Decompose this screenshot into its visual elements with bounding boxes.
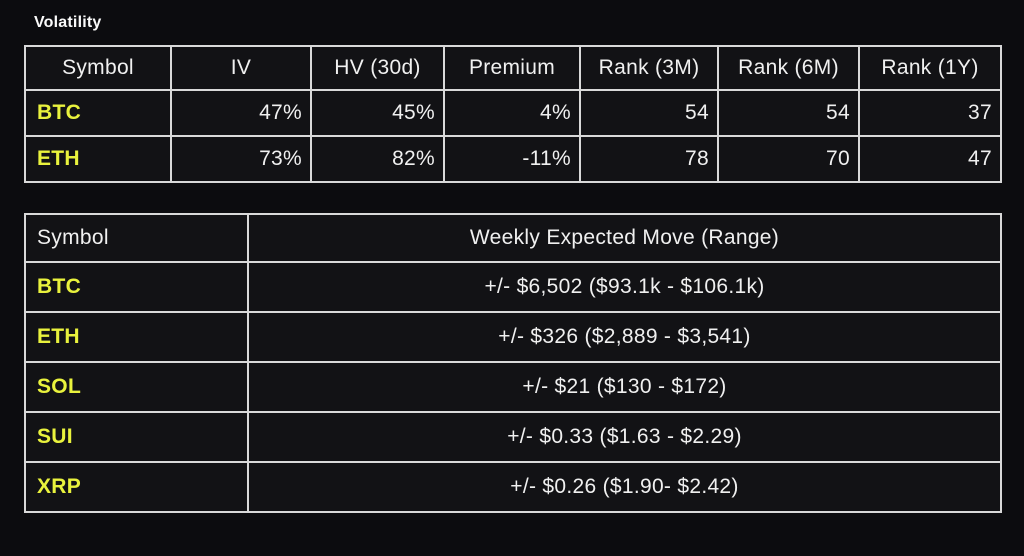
move-cell-btc: +/- $6,502 ($93.1k - $106.1k)	[247, 261, 1002, 313]
hv-cell-btc: 45%	[310, 89, 445, 137]
premium-cell-eth: -11%	[443, 135, 581, 183]
col-header-premium: Premium	[443, 45, 581, 91]
col-header-rank-6m: Rank (6M)	[717, 45, 860, 91]
table-row-sui-move: SUI +/- $0.33 ($1.63 - $2.29)	[24, 411, 1002, 463]
table-row-btc-move: BTC +/- $6,502 ($93.1k - $106.1k)	[24, 261, 1002, 313]
hv-cell-eth: 82%	[310, 135, 445, 183]
panel-title: Volatility	[34, 14, 102, 31]
symbol-cell-eth: ETH	[24, 311, 249, 363]
move-cell-sui: +/- $0.33 ($1.63 - $2.29)	[247, 411, 1002, 463]
expected-move-table: Symbol Weekly Expected Move (Range) BTC …	[24, 213, 1002, 513]
col-header-iv: IV	[170, 45, 312, 91]
col-header-weekly-expected-move: Weekly Expected Move (Range)	[247, 213, 1002, 263]
rank-3m-cell-eth: 78	[579, 135, 719, 183]
table-row-xrp-move: XRP +/- $0.26 ($1.90- $2.42)	[24, 461, 1002, 513]
col-header-rank-3m: Rank (3M)	[579, 45, 719, 91]
col-header-rank-1y: Rank (1Y)	[858, 45, 1002, 91]
col-header-symbol: Symbol	[24, 45, 172, 91]
symbol-cell-btc: BTC	[24, 89, 172, 137]
table-row-btc: BTC 47% 45% 4% 54 54 37	[24, 89, 1002, 137]
table-row-eth: ETH 73% 82% -11% 78 70 47	[24, 135, 1002, 183]
expected-move-header-row: Symbol Weekly Expected Move (Range)	[24, 213, 1002, 263]
iv-cell-eth: 73%	[170, 135, 312, 183]
move-cell-sol: +/- $21 ($130 - $172)	[247, 361, 1002, 413]
rank-1y-cell-eth: 47	[858, 135, 1002, 183]
col-header-hv-30d: HV (30d)	[310, 45, 445, 91]
premium-cell-btc: 4%	[443, 89, 581, 137]
symbol-cell-btc: BTC	[24, 261, 249, 313]
table-row-sol-move: SOL +/- $21 ($130 - $172)	[24, 361, 1002, 413]
rank-6m-cell-eth: 70	[717, 135, 860, 183]
iv-cell-btc: 47%	[170, 89, 312, 137]
rank-6m-cell-btc: 54	[717, 89, 860, 137]
volatility-stats-table: Symbol IV HV (30d) Premium Rank (3M) Ran…	[24, 45, 1002, 183]
rank-3m-cell-btc: 54	[579, 89, 719, 137]
symbol-cell-eth: ETH	[24, 135, 172, 183]
table-row-eth-move: ETH +/- $326 ($2,889 - $3,541)	[24, 311, 1002, 363]
rank-1y-cell-btc: 37	[858, 89, 1002, 137]
volatility-header-row: Symbol IV HV (30d) Premium Rank (3M) Ran…	[24, 45, 1002, 91]
symbol-cell-sol: SOL	[24, 361, 249, 413]
move-cell-xrp: +/- $0.26 ($1.90- $2.42)	[247, 461, 1002, 513]
symbol-cell-xrp: XRP	[24, 461, 249, 513]
symbol-cell-sui: SUI	[24, 411, 249, 463]
move-cell-eth: +/- $326 ($2,889 - $3,541)	[247, 311, 1002, 363]
col-header-symbol: Symbol	[24, 213, 249, 263]
